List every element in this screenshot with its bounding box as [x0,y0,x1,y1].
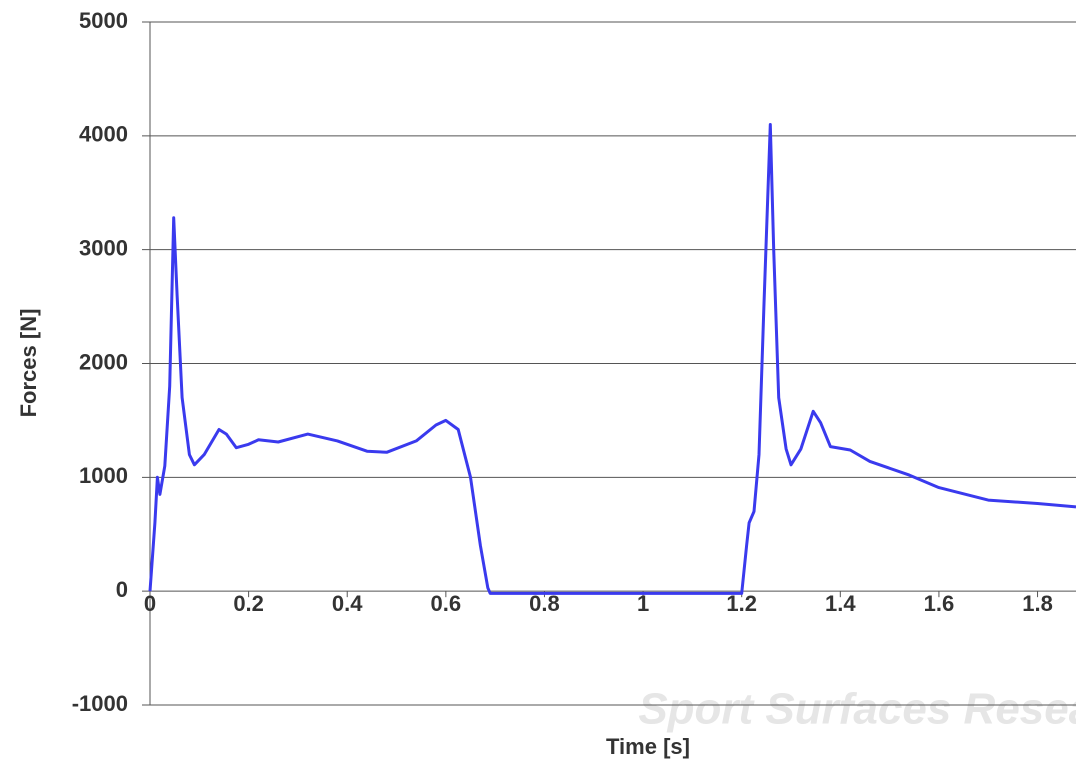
watermark: Sport Surfaces Research [638,685,1076,734]
x-tick-label: 1.6 [924,591,955,616]
x-tick-label: 1.2 [726,591,757,616]
x-tick-label: 0 [144,591,156,616]
y-axis-label: Forces [N] [16,309,41,418]
data-line [148,123,1076,595]
x-tick-label: 1.4 [825,591,856,616]
x-tick-label: 0.6 [431,591,462,616]
y-tick-label: 0 [116,577,128,602]
x-axis-label: Time [s] [606,734,690,759]
x-tick-label: 0.8 [529,591,560,616]
y-tick-label: 2000 [79,349,128,374]
y-tick-label: -1000 [72,691,128,716]
x-tick-label: 1.8 [1022,591,1053,616]
x-tick-label: 0.2 [233,591,264,616]
x-tick-label: 1 [637,591,649,616]
x-tick-label: 0.4 [332,591,363,616]
y-tick-label: 5000 [79,8,128,33]
y-tick-label: 1000 [79,463,128,488]
y-tick-label: 4000 [79,122,128,147]
y-tick-label: 3000 [79,235,128,260]
